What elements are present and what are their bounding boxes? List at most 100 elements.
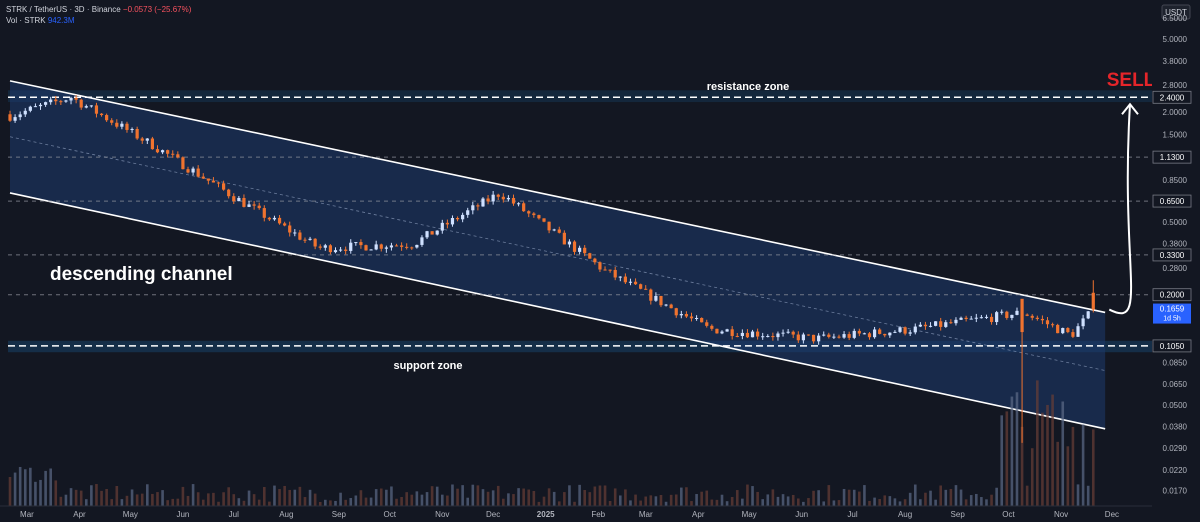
candle-body xyxy=(852,330,856,338)
candle-body xyxy=(806,334,811,336)
y-tick-label: 0.0290 xyxy=(1163,444,1188,453)
volume-bar xyxy=(578,484,581,506)
candle-body xyxy=(776,333,780,338)
candle-body xyxy=(1066,328,1070,333)
volume-bar xyxy=(456,488,459,506)
volume-bar xyxy=(868,500,871,506)
volume-bar xyxy=(761,499,764,506)
x-tick-label: Mar xyxy=(639,510,653,519)
volume-bar xyxy=(802,501,805,506)
candle-body xyxy=(1000,311,1004,313)
currency-badge[interactable]: USDT xyxy=(1165,8,1187,17)
volume-bar xyxy=(542,496,546,506)
candle-body xyxy=(486,198,490,202)
y-tick-label: 6.5000 xyxy=(1163,14,1188,23)
candle-body xyxy=(1005,311,1009,318)
candle-body xyxy=(420,237,424,245)
volume-bar xyxy=(339,492,342,506)
volume-bar xyxy=(908,492,912,506)
volume-bar xyxy=(985,499,988,506)
volume-bar xyxy=(674,494,678,506)
candle-body xyxy=(430,231,434,235)
volume-bar xyxy=(166,500,169,506)
volume-bar xyxy=(649,495,653,506)
level-price-label: 0.6500 xyxy=(1160,197,1185,206)
y-tick-label: 0.0850 xyxy=(1163,359,1188,368)
candle-body xyxy=(13,117,17,121)
candle-body xyxy=(506,197,511,200)
volume-bar xyxy=(146,484,149,506)
candle-body xyxy=(140,138,144,141)
volume-label[interactable]: Vol · STRK xyxy=(6,16,46,25)
y-axis[interactable]: USDT 6.5000 5.0000 3.8000 2.8000 2.0000 1.500… xyxy=(1152,0,1200,522)
candle-body xyxy=(923,324,928,327)
candle-body xyxy=(603,269,607,271)
candle-body xyxy=(69,97,73,101)
projection-arrow xyxy=(1108,104,1133,315)
candle-body xyxy=(196,168,200,177)
volume-bar xyxy=(481,489,485,506)
price-change: −0.0573 (−25.67%) xyxy=(122,5,192,14)
volume-bar xyxy=(964,499,968,506)
volume-row: Vol · STRK 942.3M xyxy=(6,15,191,26)
volume-bar xyxy=(100,490,103,506)
support-zone-label: support zone xyxy=(393,360,462,372)
candle-body xyxy=(232,196,236,202)
volume-bar xyxy=(395,498,398,506)
candle-body xyxy=(206,178,210,181)
candle-body xyxy=(893,331,897,333)
volume-bar xyxy=(858,491,861,506)
volume-bar xyxy=(115,485,119,506)
candle-body xyxy=(18,114,22,118)
symbol-exchange: Binance xyxy=(91,5,121,14)
candle-body xyxy=(445,222,449,225)
candle-body xyxy=(389,245,394,248)
level-price-badge xyxy=(1152,90,1192,104)
annotations: resistance zone support zone descending … xyxy=(50,70,1156,372)
candle-body xyxy=(791,331,795,335)
candle-body xyxy=(94,105,99,114)
channel-mid-line xyxy=(9,136,1106,371)
candle-body xyxy=(827,334,831,337)
candle-body xyxy=(872,329,877,338)
resistance-zone xyxy=(8,90,1152,103)
candle-body xyxy=(105,115,109,121)
candle-body xyxy=(511,197,516,204)
volume-bar xyxy=(898,501,902,506)
volume-bar xyxy=(344,499,347,506)
candle-body xyxy=(811,334,816,342)
candle-body xyxy=(918,324,922,327)
candle-body xyxy=(191,168,195,173)
candle-body xyxy=(1030,315,1034,318)
volume-bar xyxy=(496,485,500,506)
volume-bar xyxy=(420,494,424,506)
volume-bar xyxy=(766,494,770,506)
volume-bar xyxy=(812,490,815,506)
candle-body xyxy=(38,104,43,107)
volume-bar xyxy=(730,497,734,506)
candle-body xyxy=(344,249,348,251)
volume-bar xyxy=(13,472,17,506)
volume-bar xyxy=(410,494,414,506)
symbol-pair[interactable]: STRK / TetherUS xyxy=(6,5,68,14)
legend-separator: · xyxy=(86,5,90,14)
volume-bar xyxy=(130,489,134,506)
candle-body xyxy=(171,153,175,155)
symbol-interval[interactable]: 3D xyxy=(74,5,85,14)
volume-bar xyxy=(430,486,434,506)
candle-body xyxy=(583,247,587,254)
candle-body xyxy=(694,317,699,319)
candle-body xyxy=(455,218,460,220)
volume-bar xyxy=(196,492,200,506)
volume-bar xyxy=(720,494,724,506)
volume-bar xyxy=(827,485,831,506)
y-tick-label: 0.0220 xyxy=(1163,466,1188,475)
candle-body xyxy=(761,336,765,338)
candle-body xyxy=(700,317,704,323)
currency-badge-box[interactable] xyxy=(1161,4,1191,20)
volume-bar xyxy=(507,493,510,506)
candle-body xyxy=(293,232,297,234)
level-price-label: 0.3300 xyxy=(1160,251,1185,260)
candle-body xyxy=(710,325,714,329)
